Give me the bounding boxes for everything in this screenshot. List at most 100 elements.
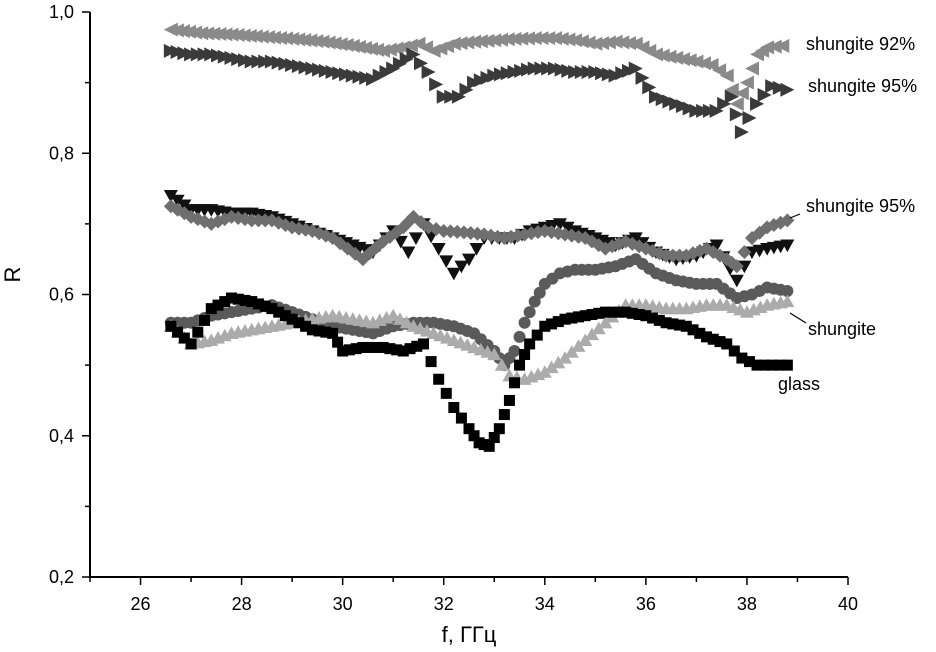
x-tick-label: 34 (535, 594, 555, 614)
marker-triangle-left (601, 35, 616, 50)
y-tick-label: 0,2 (49, 567, 74, 587)
marker-triangle-left (345, 38, 360, 53)
marker-triangle-left (321, 35, 336, 50)
marker-square (503, 394, 515, 406)
marker-triangle-right (642, 80, 657, 95)
series-label: glass (778, 374, 820, 394)
marker-diamond (780, 213, 795, 228)
marker-square (493, 423, 505, 435)
marker-triangle-up (780, 294, 795, 308)
marker-triangle-left (182, 24, 197, 39)
marker-triangle-left (467, 34, 482, 49)
marker-square (448, 402, 460, 413)
marker-triangle-left (622, 36, 637, 51)
marker-triangle-left (675, 52, 690, 67)
marker-triangle-left (719, 68, 734, 83)
marker-triangle-left (291, 32, 306, 47)
series-label: shungite 95% (806, 196, 915, 216)
marker-triangle-left (669, 50, 684, 65)
marker-square (508, 377, 520, 389)
marker-square (411, 340, 423, 352)
marker-square (593, 307, 605, 319)
marker-triangle-down (177, 199, 192, 213)
marker-square (531, 329, 543, 341)
marker-square (626, 307, 638, 319)
marker-square (259, 300, 271, 312)
marker-triangle-right (750, 96, 765, 111)
marker-square (219, 296, 231, 308)
marker-triangle-right (628, 61, 643, 76)
marker-square (279, 310, 291, 322)
marker-square (384, 343, 396, 355)
marker-triangle-left (403, 38, 418, 53)
marker-triangle-left (775, 38, 790, 53)
marker-triangle-left (500, 32, 515, 47)
marker-triangle-left (514, 31, 529, 46)
marker-triangle-down (469, 242, 484, 256)
marker-triangle-left (689, 54, 704, 69)
marker-square (455, 412, 467, 424)
marker-square (225, 292, 237, 304)
marker-diamond (737, 245, 752, 260)
marker-square (721, 338, 733, 350)
marker-square (337, 345, 349, 357)
marker-triangle-right (780, 82, 795, 97)
marker-square (377, 341, 389, 353)
marker-square (514, 359, 526, 371)
marker-triangle-up (551, 355, 566, 369)
marker-square (306, 324, 318, 336)
marker-square (633, 309, 645, 321)
marker-square (667, 318, 679, 330)
marker-triangle-left (588, 36, 603, 51)
marker-triangle-left (767, 39, 782, 54)
marker-square (391, 344, 403, 356)
data-markers (163, 22, 795, 452)
marker-square (781, 359, 793, 371)
marker-triangle-left (648, 47, 663, 62)
marker-triangle-right (772, 80, 787, 95)
marker-circle (528, 295, 541, 308)
x-tick-label: 38 (737, 594, 757, 614)
marker-square (433, 373, 445, 385)
marker-triangle-left (554, 31, 569, 46)
marker-square (313, 325, 325, 337)
marker-triangle-left (696, 56, 711, 71)
y-tick-label: 0,6 (49, 285, 74, 305)
marker-square (483, 440, 495, 452)
marker-square (572, 311, 584, 323)
marker-square (640, 310, 652, 322)
marker-square (766, 359, 778, 371)
marker-triangle-left (574, 34, 589, 49)
x-tick-label: 36 (636, 594, 656, 614)
marker-triangle-left (163, 22, 178, 37)
marker-square (660, 317, 672, 329)
marker-square (357, 341, 369, 353)
marker-triangle-left (389, 41, 404, 56)
marker-diamond (652, 246, 667, 261)
marker-triangle-left (662, 49, 677, 64)
x-tick-label: 28 (232, 594, 252, 614)
marker-triangle-left (297, 32, 312, 47)
marker-square (728, 345, 740, 357)
marker-triangle-left (285, 31, 300, 46)
marker-square (552, 316, 564, 328)
marker-triangle-right (734, 125, 749, 140)
marker-triangle-down (431, 242, 446, 256)
series-label: shungite 92% (806, 34, 915, 54)
marker-square (343, 344, 355, 356)
marker-circle (523, 306, 536, 319)
marker-triangle-left (333, 37, 348, 52)
marker-triangle-left (494, 32, 509, 47)
marker-square (524, 338, 536, 350)
marker-circle (533, 286, 546, 299)
marker-triangle-left (446, 36, 461, 51)
marker-square (743, 356, 755, 368)
marker-square (606, 306, 618, 318)
marker-square (266, 303, 278, 315)
marker-triangle-left (520, 31, 535, 46)
marker-triangle-right (444, 89, 459, 104)
marker-square (586, 309, 598, 321)
marker-square (397, 345, 409, 357)
y-axis-title: R (0, 267, 25, 283)
label-leader-line (789, 312, 807, 324)
